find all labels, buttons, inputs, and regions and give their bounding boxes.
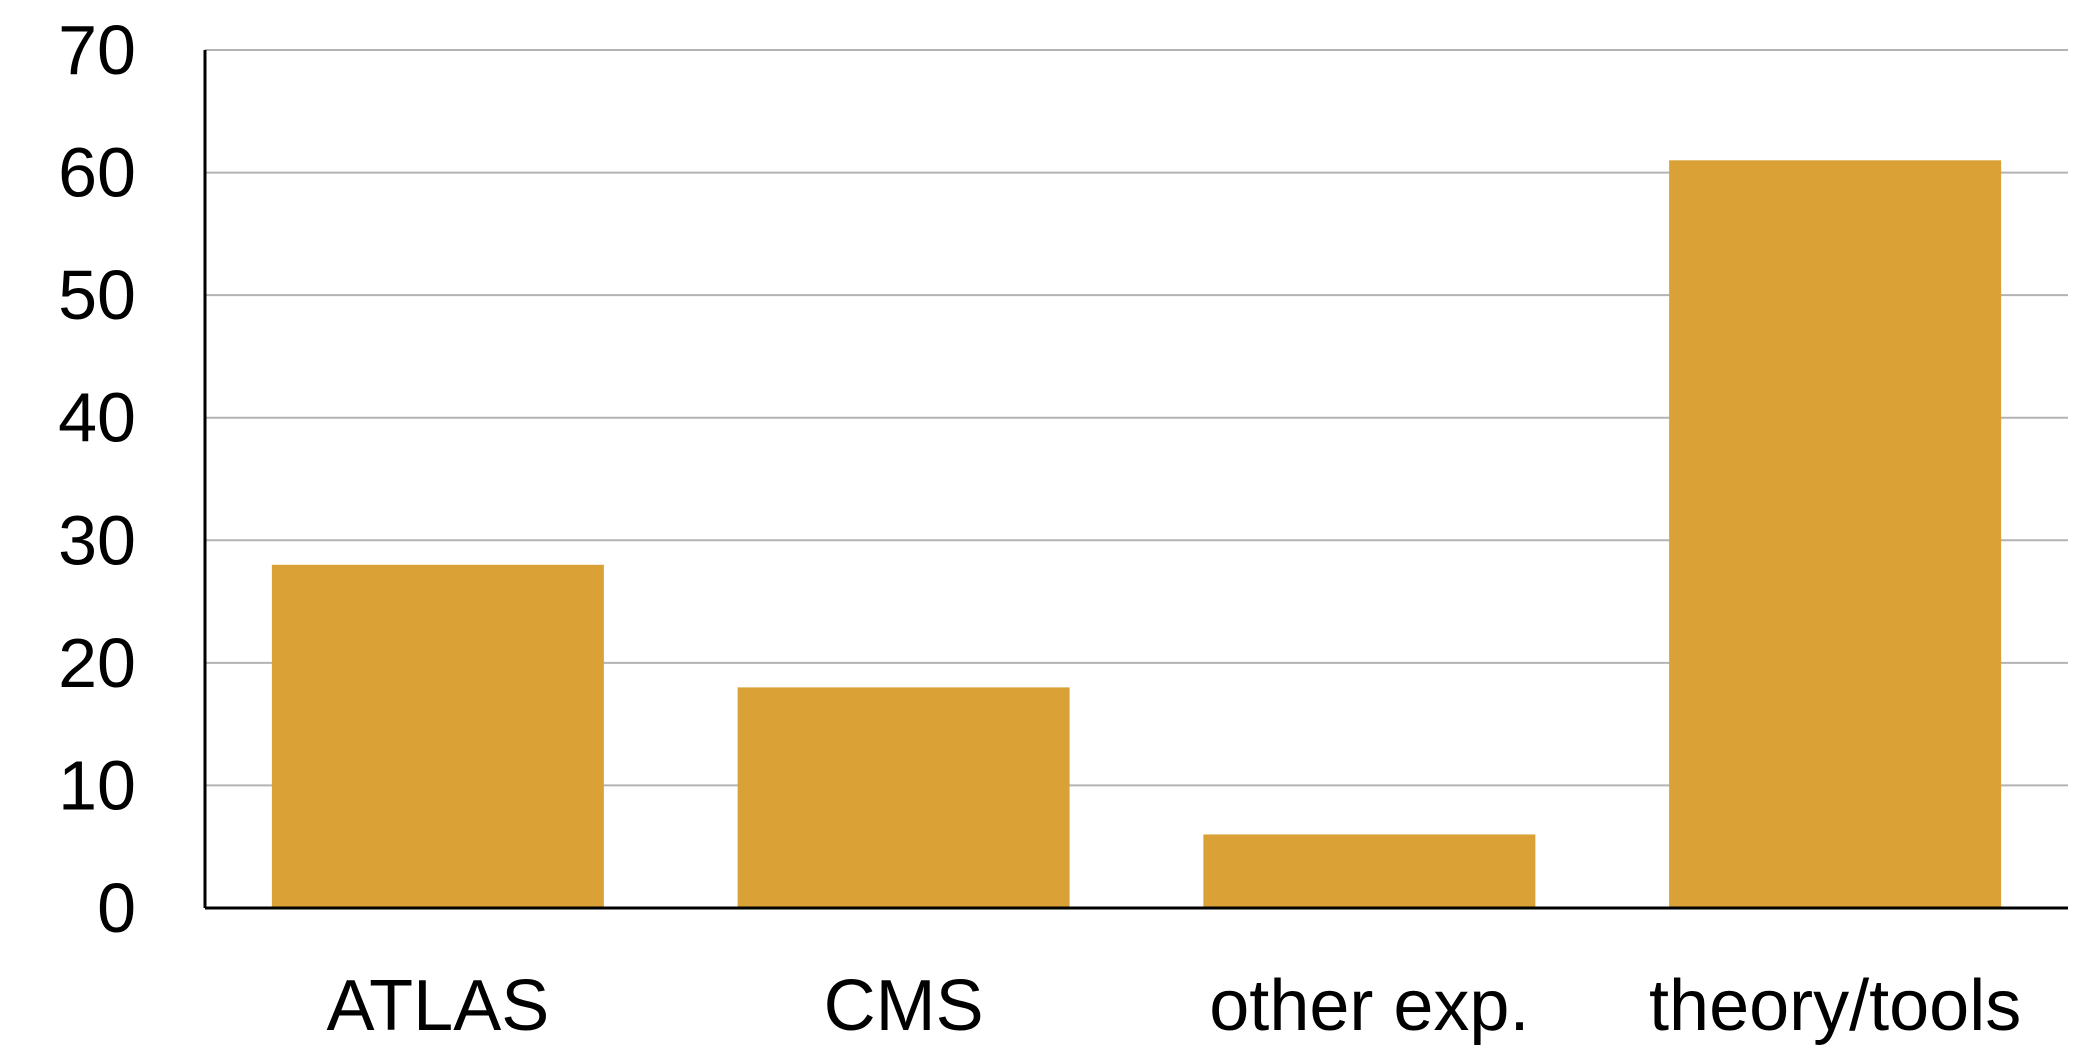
y-tick-label-30: 30 (58, 501, 136, 579)
y-tick-label-70: 70 (58, 11, 136, 89)
x-category-labels: ATLAS CMS other exp. theory/tools (327, 966, 2022, 1046)
bar-cms (737, 687, 1070, 908)
y-tick-label-60: 60 (58, 134, 136, 212)
bars (271, 160, 2002, 909)
bar-theory-tools (1669, 160, 2002, 909)
x-category-label-cms: CMS (824, 966, 984, 1046)
y-tick-label-40: 40 (58, 379, 136, 457)
y-tick-label-0: 0 (97, 869, 136, 947)
bar-atlas (271, 564, 604, 908)
x-category-label-atlas: ATLAS (327, 966, 550, 1046)
axes (203, 50, 2068, 910)
x-category-label-other-exp: other exp. (1209, 966, 1529, 1046)
y-tick-label-20: 20 (58, 624, 136, 702)
x-category-label-theory-tools: theory/tools (1649, 966, 2021, 1046)
y-tick-label-10: 10 (58, 746, 136, 824)
y-tick-label-50: 50 (58, 256, 136, 334)
bar-other-exp (1203, 834, 1536, 908)
y-tick-labels: 0 10 20 30 40 50 60 70 (58, 11, 136, 947)
